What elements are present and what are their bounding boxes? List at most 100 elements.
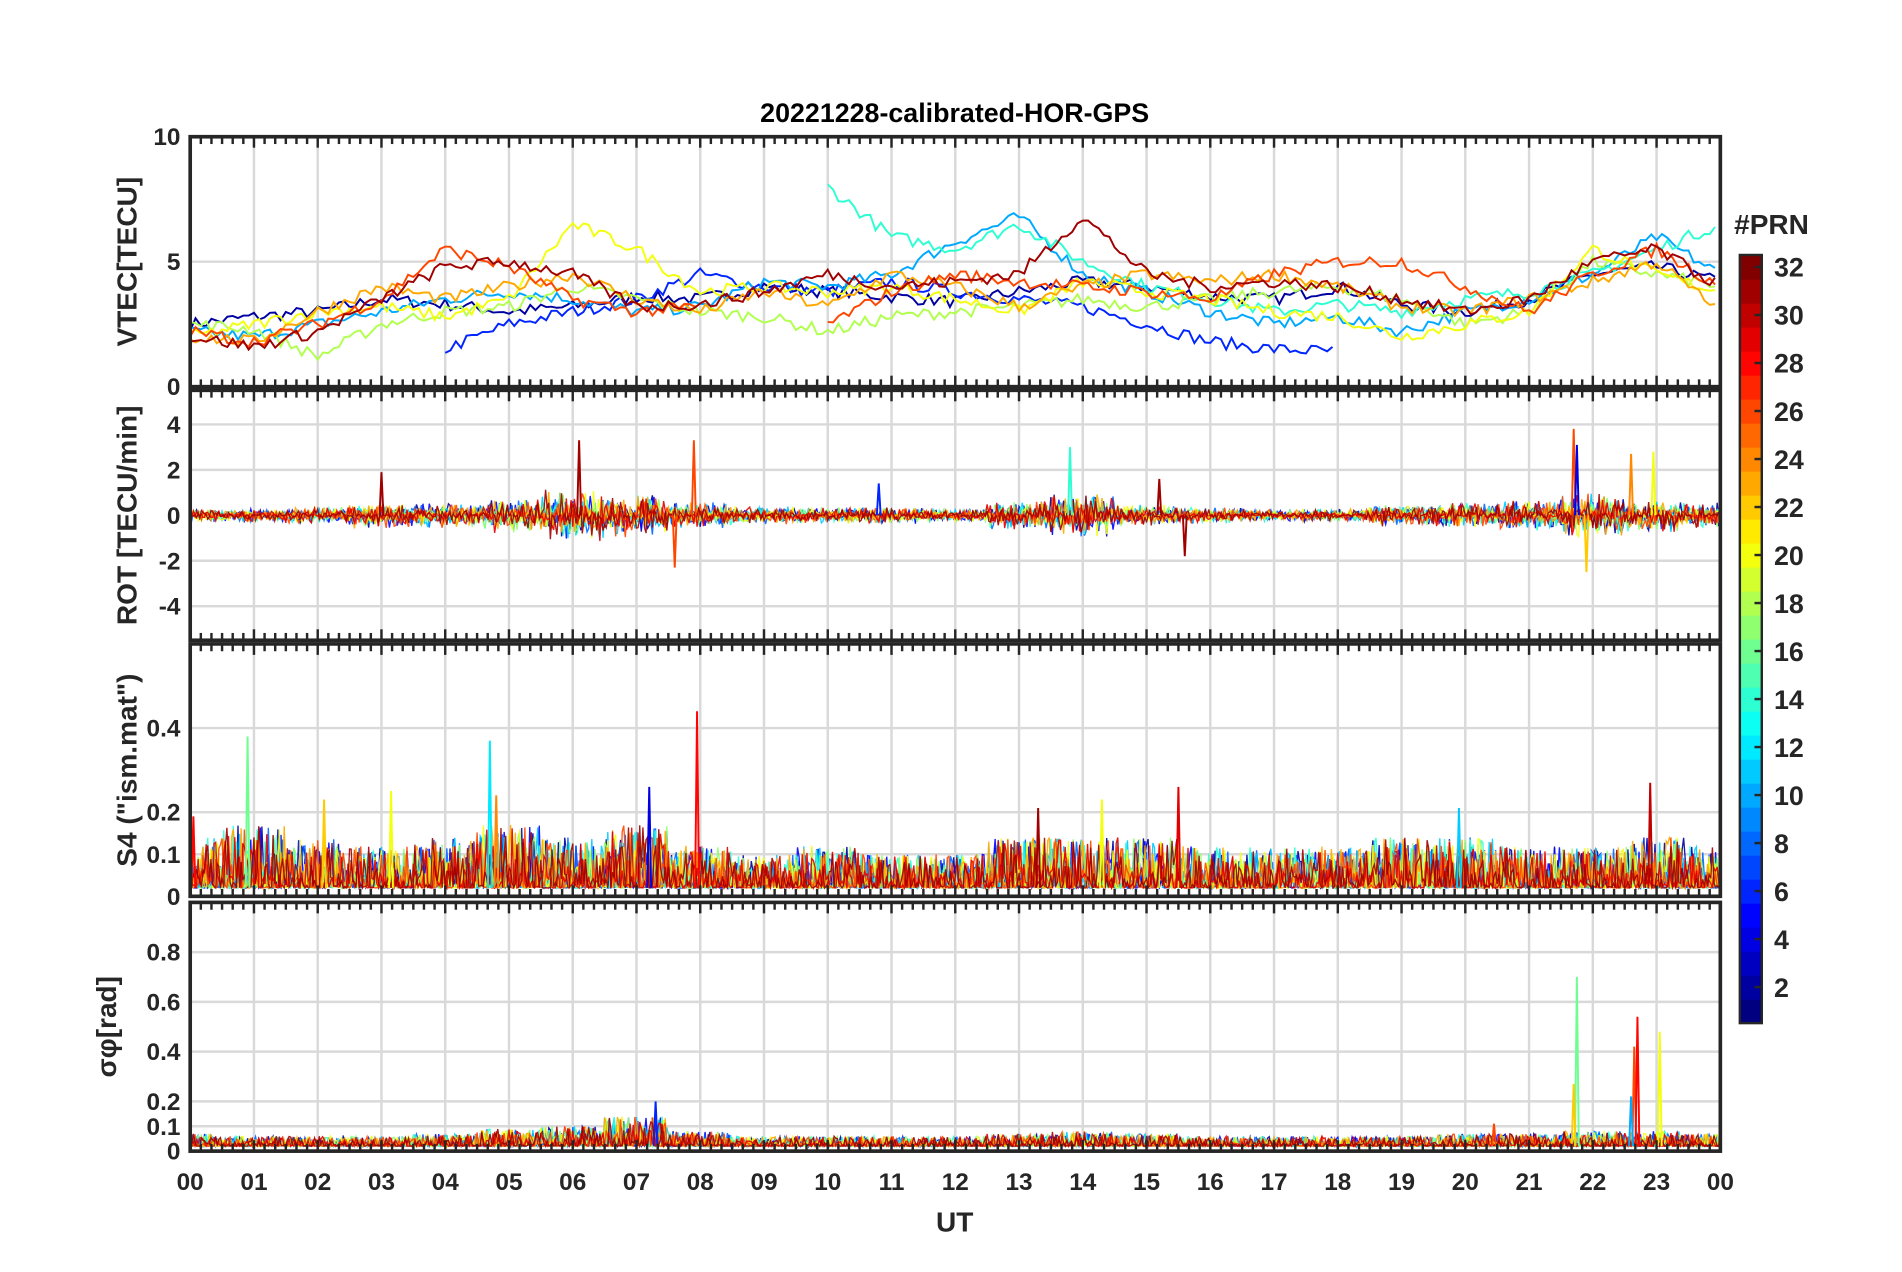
panel-vtec: 0 5 10 VTEC[TECU] (112, 124, 1723, 401)
y-tick-label: 0.4 (147, 716, 181, 743)
y-tick-label: 10 (153, 124, 180, 151)
colorbar-step (1739, 759, 1762, 784)
colorbar-step (1739, 591, 1762, 616)
spike-prn-28 (694, 711, 700, 888)
series-prn-6 (444, 267, 1334, 355)
chart-title: 20221228-calibrated-HOR-GPS (760, 98, 1149, 128)
spike-prn-30 (1647, 782, 1654, 888)
x-tick-label: 18 (1324, 1169, 1351, 1196)
x-tick-label: 16 (1197, 1169, 1224, 1196)
x-axis-label: UT (936, 1207, 973, 1238)
series-prn-26 (190, 241, 1716, 349)
spike-prn-10 (1628, 1096, 1634, 1147)
x-tick-label: 14 (1069, 1169, 1097, 1196)
x-tick-label: 21 (1516, 1169, 1543, 1196)
series-group (190, 428, 1721, 573)
colorbar-step (1739, 999, 1762, 1024)
colorbar-step (1739, 855, 1762, 880)
colorbar-tick-label: 2 (1774, 973, 1789, 1003)
colorbar-tick-label: 14 (1774, 685, 1804, 715)
colorbar-step (1739, 951, 1762, 976)
y-tick-label: 0.1 (147, 1114, 181, 1141)
y-tick-label: 0 (167, 1139, 181, 1166)
spike-prn-20 (1656, 1031, 1663, 1147)
spike-prn-31 (378, 472, 385, 516)
spike-prn-31 (1156, 478, 1163, 516)
spike-prn-4 (646, 786, 653, 888)
colorbar-tick-label: 10 (1774, 781, 1804, 811)
spike-prn-31 (576, 440, 582, 516)
y-tick-label: 0 (167, 503, 181, 530)
colorbar-step (1739, 375, 1762, 400)
y-tick-label: 0.4 (147, 1039, 181, 1066)
y-tick-label: 0 (167, 884, 181, 911)
y-axis-label: VTEC[TECU] (112, 177, 143, 347)
y-axis-label: σφ[rad] (91, 976, 122, 1078)
axes-frame (188, 900, 1723, 1153)
spike-prn-6 (875, 483, 882, 516)
colorbar-tick-label: 26 (1774, 397, 1804, 427)
y-tick-label: 0.2 (147, 1089, 181, 1116)
colorbar-tick-label: 12 (1774, 733, 1804, 763)
colorbar-step (1739, 327, 1762, 352)
spike-prn-20 (1650, 451, 1657, 516)
x-tick-label: 02 (304, 1169, 331, 1196)
colorbar-tick-label: 32 (1774, 253, 1804, 283)
colorbar-step (1739, 254, 1762, 280)
colorbar-step (1739, 711, 1762, 736)
series-prn-31 (190, 219, 1716, 352)
x-tick-label: 03 (368, 1169, 395, 1196)
y-axis-label: S4 ("ism.mat") (112, 673, 143, 866)
colorbar-tick-label: 24 (1774, 445, 1804, 475)
x-tick-label: 00 (177, 1169, 204, 1196)
series-group (190, 183, 1716, 362)
x-tick-labels: 00 01 02 03 04 05 06 07 08 09 10 11 12 13 14 15 16 17 18 19… (177, 1169, 1734, 1196)
axes-frame (188, 134, 1723, 389)
colorbar-step (1739, 471, 1762, 496)
spike-prn-26 (671, 515, 678, 568)
colorbar-step (1739, 975, 1762, 1000)
spike-prn-20 (388, 791, 394, 888)
y-tick-label: -2 (159, 548, 181, 575)
spike-prn-26 (690, 440, 697, 516)
colorbar-step (1739, 735, 1762, 760)
y-tick-label: 0.1 (147, 842, 181, 869)
y-tick-label: 0 (167, 374, 181, 401)
colorbar-tick-label: 20 (1774, 541, 1804, 571)
spike-prn-28 (190, 816, 197, 888)
colorbar-tick-label: 6 (1774, 877, 1789, 907)
spike-prn-4 (1574, 444, 1580, 516)
colorbar-step (1739, 351, 1762, 376)
x-tick-label: 15 (1133, 1169, 1160, 1196)
x-tick-label: 09 (750, 1169, 777, 1196)
colorbar-tick-label: 22 (1774, 493, 1804, 523)
colorbar-step (1739, 567, 1762, 592)
colorbar-step (1739, 495, 1762, 520)
y-axis-label: ROT [TECU/min] (112, 406, 143, 626)
colorbar-frame (1738, 253, 1764, 1025)
spike-prn-11 (1456, 807, 1462, 888)
spike-prn-12 (486, 740, 493, 888)
axes-frame (188, 388, 1723, 643)
x-tick-label: 17 (1260, 1169, 1287, 1196)
colorbar-step (1739, 903, 1762, 928)
colorbar-step (1739, 543, 1762, 568)
colorbar-step (1739, 615, 1762, 640)
x-tick-label: 04 (432, 1169, 460, 1196)
series-prn-18 (190, 253, 1716, 362)
x-tick-label: 23 (1643, 1169, 1670, 1196)
x-tick-label: 01 (240, 1169, 267, 1196)
colorbar-label: #PRN (1734, 209, 1809, 240)
colorbar-tick-label: 30 (1774, 301, 1804, 331)
spike-prn-16 (244, 736, 251, 888)
colorbar-step (1739, 783, 1762, 808)
colorbar-step (1739, 639, 1762, 664)
y-tick-label: 2 (167, 457, 181, 484)
colorbar-tick-label: 16 (1774, 637, 1804, 667)
colorbar-tick-label: 4 (1774, 925, 1789, 955)
spike-prn-31 (1181, 515, 1188, 557)
panel-sigma-phi: 00.10.2 0.4 0.6 0.8 σφ[rad] (91, 900, 1723, 1166)
colorbar-step (1739, 831, 1762, 856)
spike-prn-14 (1067, 447, 1073, 516)
